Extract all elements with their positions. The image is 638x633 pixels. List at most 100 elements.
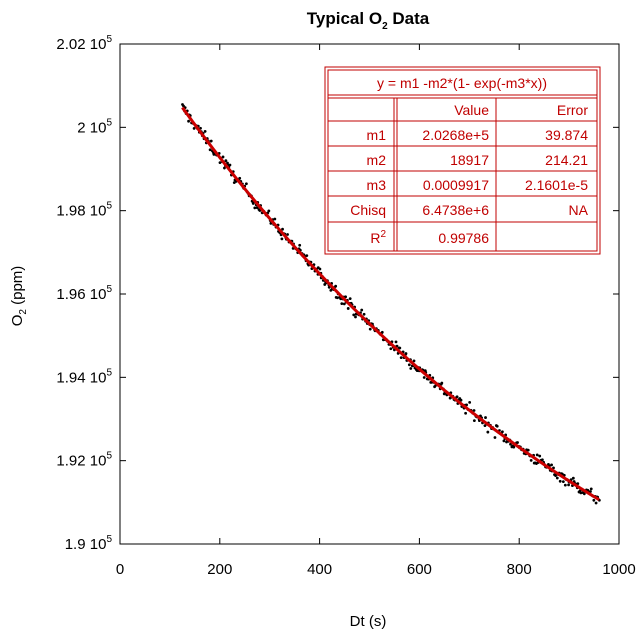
- data-point: [422, 376, 426, 379]
- data-point: [348, 297, 352, 301]
- y-tick-label: 2 105: [77, 117, 112, 136]
- data-point: [535, 453, 539, 457]
- y-tick-label: 1.98 105: [56, 201, 112, 220]
- data-point: [187, 119, 190, 123]
- data-point: [501, 430, 504, 434]
- data-point: [208, 148, 212, 152]
- data-point: [589, 487, 593, 491]
- row-chisq-error: NA: [569, 202, 589, 218]
- row-m3-error: 2.1601e-5: [525, 177, 588, 193]
- data-point: [209, 139, 213, 143]
- data-point: [502, 439, 506, 443]
- row-chisq-name: Chisq: [350, 202, 386, 218]
- data-point: [223, 166, 226, 170]
- data-point: [459, 398, 463, 402]
- data-point: [255, 206, 259, 210]
- row-r2-name: R2: [370, 229, 386, 246]
- data-point: [281, 227, 284, 231]
- x-tick-label: 0: [116, 561, 124, 578]
- data-point: [267, 209, 271, 213]
- row-r2-value: 0.99786: [438, 230, 489, 246]
- data-point: [228, 163, 232, 167]
- data-point: [344, 295, 347, 299]
- y-axis-label: O2 (ppm): [9, 266, 29, 327]
- row-chisq-value: 6.4738e+6: [422, 202, 489, 218]
- data-point: [380, 330, 384, 334]
- data-point: [582, 492, 586, 496]
- data-point: [526, 448, 530, 452]
- fit-curve: [181, 106, 600, 501]
- data-point: [440, 381, 444, 385]
- data-point: [368, 327, 372, 331]
- y-tick-label: 1.92 105: [56, 451, 112, 470]
- data-point: [280, 237, 284, 241]
- data-point: [538, 454, 542, 458]
- chart-title: Typical O2 Data: [307, 9, 430, 32]
- y-axis: 1.9 105 1.92 105 1.94 105 1.96 105 1.98 105 2…: [56, 34, 619, 553]
- row-m1-value: 2.0268e+5: [422, 127, 489, 143]
- data-point: [493, 436, 497, 439]
- x-tick-label: 200: [207, 561, 232, 578]
- data-point: [221, 155, 225, 159]
- data-point: [409, 367, 413, 370]
- data-point: [389, 347, 393, 351]
- data-point: [455, 395, 459, 399]
- x-tick-label: 1000: [602, 561, 635, 578]
- row-m3-name: m3: [367, 177, 387, 193]
- y-tick-label: 1.96 105: [56, 284, 112, 303]
- x-axis: 0 200 400 600 800 1000: [116, 44, 636, 578]
- data-point: [558, 479, 562, 483]
- data-point: [509, 442, 512, 446]
- data-point: [552, 466, 555, 470]
- data-point: [495, 424, 499, 428]
- data-point: [472, 419, 476, 422]
- data-point: [407, 363, 411, 367]
- y-tick-label: 1.94 105: [56, 367, 112, 386]
- data-point: [323, 283, 327, 286]
- data-point: [486, 430, 490, 434]
- data-point: [360, 308, 364, 312]
- data-point: [192, 126, 196, 130]
- data-point: [472, 409, 476, 412]
- data-point: [342, 302, 346, 306]
- data-point: [218, 161, 222, 165]
- data-point: [305, 254, 309, 257]
- y-tick-label: 1.9 105: [65, 534, 113, 553]
- row-m2-value: 18917: [450, 152, 489, 168]
- data-point: [576, 482, 580, 486]
- data-point: [529, 459, 533, 462]
- data-point: [362, 312, 366, 316]
- data-point: [238, 176, 242, 180]
- data-point: [398, 346, 402, 350]
- data-point: [594, 501, 598, 505]
- header-error: Error: [557, 102, 588, 118]
- data-point: [412, 359, 416, 363]
- y-tick-label: 2.02 105: [56, 34, 112, 53]
- data-point: [592, 498, 596, 502]
- data-point: [354, 315, 357, 319]
- data-point: [298, 243, 302, 247]
- data-point: [484, 416, 487, 419]
- data-point: [244, 182, 248, 186]
- x-tick-label: 800: [507, 561, 532, 578]
- data-point: [286, 233, 289, 236]
- data-point: [563, 483, 567, 487]
- table-inner-border: [327, 69, 598, 252]
- row-m2-name: m2: [367, 152, 387, 168]
- header-value: Value: [454, 102, 489, 118]
- data-point: [540, 458, 544, 462]
- x-axis-label: Dt (s): [350, 613, 387, 630]
- data-point: [352, 313, 356, 317]
- data-point: [468, 400, 472, 404]
- data-point: [505, 440, 508, 444]
- data-point: [394, 340, 398, 344]
- fit-results-table: y = m1 -m2*(1- exp(-m3*x)) Value Error m…: [324, 66, 601, 255]
- data-point: [346, 307, 350, 310]
- data-point: [399, 356, 403, 360]
- data-point: [550, 463, 553, 467]
- data-point: [464, 411, 468, 415]
- data-point: [253, 206, 257, 210]
- data-point: [203, 129, 207, 133]
- data-point: [336, 296, 339, 300]
